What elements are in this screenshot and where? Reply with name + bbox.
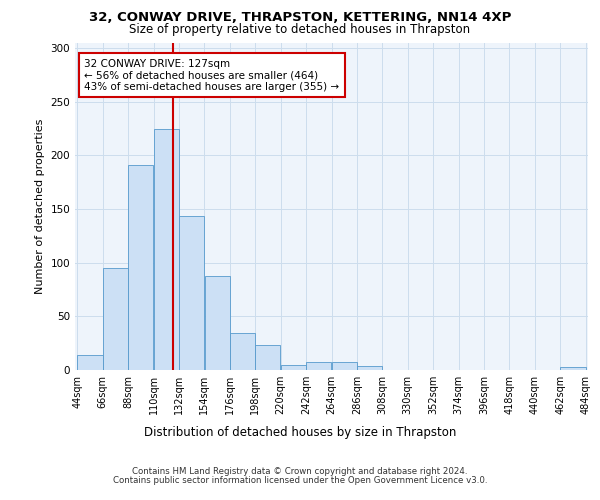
Y-axis label: Number of detached properties: Number of detached properties bbox=[35, 118, 45, 294]
Bar bbox=[103, 268, 128, 370]
Bar bbox=[357, 366, 382, 370]
Bar bbox=[128, 165, 154, 370]
Bar bbox=[154, 130, 179, 370]
Bar bbox=[205, 276, 230, 370]
Text: Contains public sector information licensed under the Open Government Licence v3: Contains public sector information licen… bbox=[113, 476, 487, 485]
Bar bbox=[77, 355, 103, 370]
Text: Distribution of detached houses by size in Thrapston: Distribution of detached houses by size … bbox=[144, 426, 456, 439]
Text: Size of property relative to detached houses in Thrapston: Size of property relative to detached ho… bbox=[130, 22, 470, 36]
Bar bbox=[306, 362, 331, 370]
Bar bbox=[560, 367, 586, 370]
Text: 32, CONWAY DRIVE, THRAPSTON, KETTERING, NN14 4XP: 32, CONWAY DRIVE, THRAPSTON, KETTERING, … bbox=[89, 11, 511, 24]
Bar bbox=[179, 216, 204, 370]
Text: 32 CONWAY DRIVE: 127sqm
← 56% of detached houses are smaller (464)
43% of semi-d: 32 CONWAY DRIVE: 127sqm ← 56% of detache… bbox=[84, 58, 340, 92]
Bar bbox=[256, 346, 280, 370]
Bar bbox=[281, 364, 306, 370]
Bar bbox=[332, 362, 357, 370]
Text: Contains HM Land Registry data © Crown copyright and database right 2024.: Contains HM Land Registry data © Crown c… bbox=[132, 467, 468, 476]
Bar bbox=[230, 334, 255, 370]
